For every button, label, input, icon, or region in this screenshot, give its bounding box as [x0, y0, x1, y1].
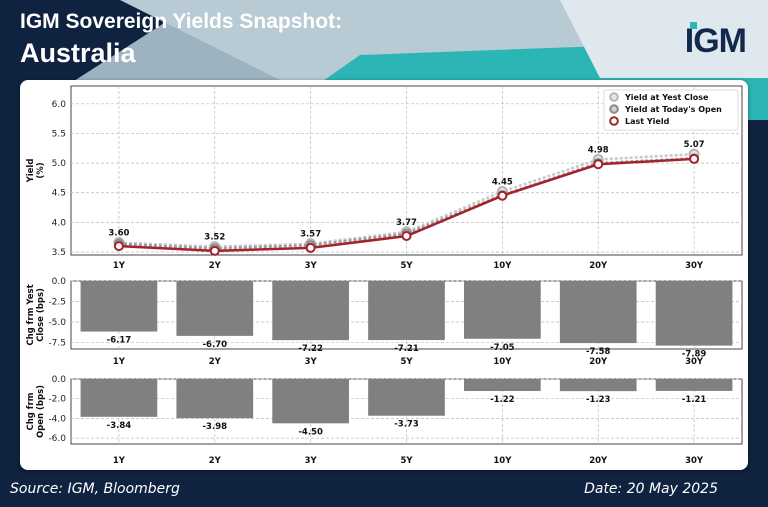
- chg-close-chart-data-label: -7.89: [682, 350, 707, 360]
- chg-close-chart-bar: [368, 281, 445, 341]
- series-point-2: [593, 159, 604, 170]
- yield-xtick-label: 1Y: [113, 261, 126, 271]
- chg-close-chart-xtick-label: 30Y: [685, 357, 704, 367]
- chg-open-chart-xtick-label: 3Y: [305, 456, 318, 466]
- chg-open-chart-data-label: -1.23: [586, 395, 611, 405]
- chg-close-chart-xtick-label: 1Y: [113, 357, 126, 367]
- legend-marker-1: [609, 104, 619, 114]
- chg-close-chart-bar: [272, 281, 349, 341]
- chg-close-chart-data-label: -7.21: [394, 344, 419, 354]
- yield-xtick-label: 5Y: [400, 261, 413, 271]
- date-text: Date: 20 May 2025: [584, 481, 718, 497]
- yield-data-label: 3.57: [300, 230, 321, 240]
- series-point-2: [497, 190, 508, 201]
- chg-close-chart-xtick-label: 5Y: [400, 357, 413, 367]
- yield-data-label: 3.60: [108, 229, 129, 239]
- yield-xtick-label: 30Y: [685, 261, 704, 271]
- source-text: Source: IGM, Bloomberg: [10, 481, 180, 497]
- igm-logo: IGM: [685, 22, 747, 61]
- chg-open-chart-bar: [80, 379, 158, 417]
- chg-close-chart-ylabel: Chg frm YestClose (bps): [26, 284, 46, 345]
- chg-close-chart-ytick-label: -5.0: [48, 318, 66, 328]
- chg-close-chart-data-label: -6.70: [203, 340, 228, 350]
- series-point-2: [401, 231, 412, 242]
- yield-data-label: 5.07: [684, 140, 705, 150]
- series-point-2: [113, 241, 124, 252]
- yield-xtick-label: 10Y: [493, 261, 512, 271]
- yield-chart-ytick-label: 6.0: [52, 100, 67, 110]
- yield-xtick-label: 3Y: [305, 261, 318, 271]
- logo-dot-icon: [689, 22, 697, 29]
- chg-open-chart-bar: [559, 379, 637, 392]
- chg-close-chart-bar: [464, 281, 541, 339]
- legend-label-0: Yield at Yest Close: [624, 93, 709, 102]
- yield-chart-ytick-label: 4.0: [52, 218, 67, 228]
- chg-close-chart-data-label: -7.05: [490, 343, 515, 353]
- chg-open-chart-bar: [655, 379, 733, 391]
- chg-close-chart-xtick-label: 2Y: [209, 357, 222, 367]
- yield-chart-ytick-label: 5.0: [52, 159, 67, 169]
- chg-open-chart-ylabel: Chg frmOpen (bps): [26, 385, 46, 438]
- chg-close-chart-bar: [176, 281, 254, 336]
- chg-open-chart-data-label: -3.73: [394, 420, 419, 430]
- chg-close-chart-data-label: -7.58: [586, 347, 611, 357]
- legend-marker-2: [609, 116, 619, 126]
- chg-close-chart-ytick-label: -2.5: [48, 297, 66, 307]
- chg-close-chart-data-label: -6.17: [107, 336, 132, 346]
- chg-close-chart-xtick-label: 10Y: [493, 357, 512, 367]
- page-subtitle: Australia: [20, 38, 136, 68]
- chg-open-chart-data-label: -4.50: [298, 427, 323, 437]
- series-point-2: [209, 245, 220, 256]
- yield-data-label: 3.52: [204, 233, 225, 243]
- yield-xtick-label: 2Y: [209, 261, 222, 271]
- chg-open-chart-ytick-label: -4.0: [48, 414, 66, 424]
- legend-marker-0: [609, 92, 619, 102]
- series-point-2: [689, 153, 700, 164]
- chg-open-chart-bar: [464, 379, 541, 392]
- legend-box: [603, 89, 739, 131]
- chg-open-chart-ytick-label: 0.0: [52, 375, 67, 385]
- chg-close-chart-ytick-label: 0.0: [52, 277, 67, 287]
- chg-open-chart-ytick-label: -6.0: [48, 434, 66, 444]
- yield-chart-ylabel: Yield(%): [26, 159, 46, 184]
- chg-open-chart-data-label: -1.22: [490, 395, 515, 405]
- chg-open-chart-xtick-label: 30Y: [685, 456, 704, 466]
- chg-open-chart-ytick-label: -2.0: [48, 395, 66, 405]
- yield-data-label: 4.45: [492, 178, 513, 188]
- chg-close-chart-bar: [655, 281, 733, 346]
- legend-label-2: Last Yield: [625, 117, 670, 126]
- yield-xtick-label: 20Y: [589, 261, 608, 271]
- yield-chart-ytick-label: 3.5: [52, 248, 66, 258]
- chg-close-chart-bar: [80, 281, 158, 332]
- series-point-2: [305, 242, 316, 253]
- yield-chart-ytick-label: 4.5: [52, 189, 66, 199]
- yield-chart-ytick-label: 5.5: [52, 129, 66, 139]
- chg-open-chart-bar: [176, 379, 254, 419]
- chg-open-chart-xtick-label: 2Y: [209, 456, 222, 466]
- chg-open-chart-bar: [368, 379, 445, 416]
- chg-open-chart-xtick-label: 1Y: [113, 456, 126, 466]
- yield-data-label: 4.98: [588, 146, 609, 156]
- page-title: IGM Sovereign Yields Snapshot:: [20, 10, 343, 33]
- chg-open-chart-xtick-label: 5Y: [400, 456, 413, 466]
- chg-open-chart-bar: [272, 379, 349, 424]
- chg-close-chart-data-label: -7.22: [298, 344, 323, 354]
- chg-open-chart-data-label: -3.84: [107, 421, 132, 431]
- chg-close-chart-bar: [559, 281, 637, 344]
- chg-open-chart-xtick-label: 10Y: [493, 456, 512, 466]
- chg-open-chart-data-label: -1.21: [682, 395, 707, 405]
- legend-label-1: Yield at Today's Open: [624, 105, 722, 114]
- chg-close-chart-xtick-label: 20Y: [589, 357, 608, 367]
- yield-data-label: 3.77: [396, 218, 417, 228]
- chg-close-chart-xtick-label: 3Y: [305, 357, 318, 367]
- chg-open-chart-xtick-label: 20Y: [589, 456, 608, 466]
- chg-close-chart-ytick-label: -7.5: [48, 338, 66, 348]
- chg-open-chart-data-label: -3.98: [203, 422, 228, 432]
